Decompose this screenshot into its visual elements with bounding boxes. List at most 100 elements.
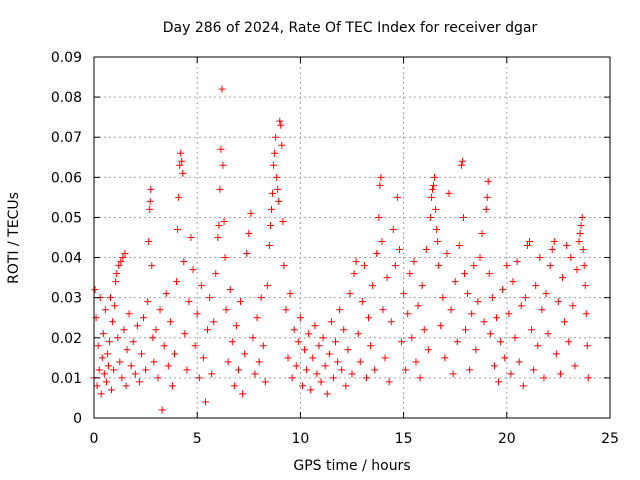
data-point (187, 234, 195, 241)
data-point (344, 346, 352, 354)
data-point (219, 161, 227, 169)
data-point (224, 358, 232, 366)
data-point (338, 366, 346, 374)
data-point (447, 306, 455, 314)
data-point (358, 298, 366, 306)
data-point (526, 238, 534, 246)
data-point (228, 338, 236, 346)
data-point (212, 270, 220, 278)
data-point (208, 370, 216, 378)
data-point (104, 362, 112, 370)
data-point (548, 246, 556, 254)
x-axis-label: GPS time / hours (293, 458, 410, 474)
data-point (145, 238, 153, 246)
data-point (474, 298, 482, 306)
data-point (484, 177, 492, 185)
data-point (580, 262, 588, 270)
data-point (367, 342, 375, 350)
data-point (120, 326, 128, 334)
data-point (369, 282, 377, 290)
data-point (459, 213, 467, 221)
data-point (266, 221, 274, 229)
data-point (460, 270, 468, 278)
data-point (378, 238, 386, 246)
data-point (154, 374, 162, 382)
data-point (94, 342, 102, 350)
data-point (315, 342, 323, 350)
data-point (420, 326, 428, 334)
data-point (321, 362, 329, 370)
data-point (121, 250, 129, 258)
data-point (110, 366, 118, 374)
data-point (177, 149, 185, 157)
data-point (464, 290, 472, 298)
data-point (483, 193, 491, 201)
data-point (247, 209, 255, 217)
data-point (147, 185, 155, 193)
data-point (424, 346, 432, 354)
data-point (350, 270, 358, 278)
data-point (556, 370, 564, 378)
data-point (503, 262, 511, 270)
data-point (288, 374, 296, 382)
data-point (513, 258, 521, 266)
data-point (485, 270, 493, 278)
data-point (416, 374, 424, 382)
data-point (376, 181, 384, 189)
y-tick-label: 0.08 (51, 90, 82, 106)
data-point (449, 370, 457, 378)
data-point (204, 326, 212, 334)
data-point (135, 378, 143, 386)
data-point (565, 338, 573, 346)
data-point (434, 238, 442, 246)
data-point (319, 334, 327, 342)
data-point (538, 306, 546, 314)
data-point (495, 378, 503, 386)
data-point (185, 298, 193, 306)
data-point (379, 306, 387, 314)
data-point (175, 193, 183, 201)
data-point (430, 181, 438, 189)
data-point (428, 185, 436, 193)
data-point (101, 306, 109, 314)
data-point (476, 254, 484, 262)
data-point (215, 221, 223, 229)
y-tick-label: 0 (73, 411, 82, 427)
data-point (277, 121, 285, 129)
data-point (195, 374, 203, 382)
data-point (404, 310, 412, 318)
data-point (201, 398, 209, 406)
data-point (125, 310, 133, 318)
data-point (100, 370, 108, 378)
data-point (325, 350, 333, 358)
data-point (292, 362, 300, 370)
data-point (148, 262, 156, 270)
data-point (216, 185, 224, 193)
data-point (112, 278, 120, 286)
x-tick-label: 0 (90, 431, 99, 447)
data-point (334, 358, 342, 366)
data-point (398, 338, 406, 346)
data-point (385, 378, 393, 386)
data-point (166, 318, 174, 326)
data-point (107, 294, 115, 302)
data-point (354, 330, 362, 338)
data-point (583, 342, 591, 350)
data-point (279, 217, 287, 225)
data-point (360, 262, 368, 270)
data-point (457, 161, 465, 169)
y-axis-label: ROTI / TECUs (6, 192, 22, 284)
data-point (93, 382, 101, 390)
data-point (146, 205, 154, 213)
data-point (582, 310, 590, 318)
data-point (402, 366, 410, 374)
data-point (550, 238, 558, 246)
data-point (146, 197, 154, 205)
data-point (119, 254, 127, 262)
data-point (387, 318, 395, 326)
data-point (234, 366, 242, 374)
data-point (296, 314, 304, 322)
data-point (519, 382, 527, 390)
data-point (290, 326, 298, 334)
data-point (206, 294, 214, 302)
